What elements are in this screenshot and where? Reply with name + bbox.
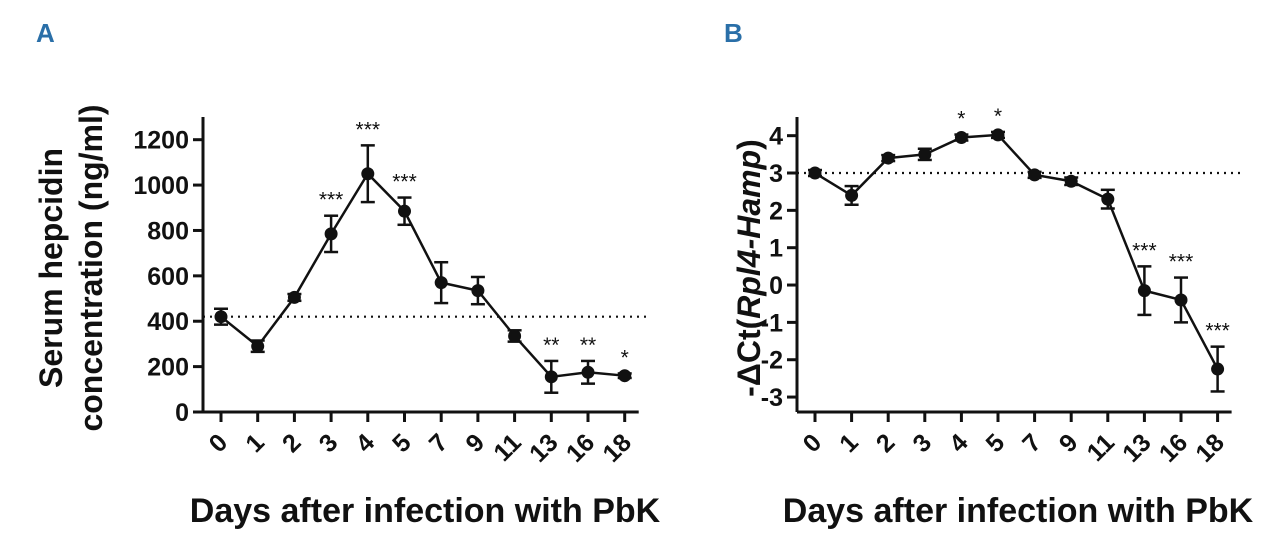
data-point-b (991, 128, 1005, 142)
x-tick-label-a: 4 (350, 428, 380, 458)
y-tick-label-b: -3 (761, 384, 783, 412)
x-tick-label-b: 9 (1054, 428, 1084, 458)
panel-label-a: A (36, 18, 55, 48)
data-point-a (214, 310, 228, 324)
data-point-a (581, 365, 595, 379)
data-point-b (1137, 284, 1151, 298)
significance-label-b: *** (1205, 320, 1230, 343)
x-tick-label-b: 1 (834, 428, 864, 458)
data-point-a (508, 329, 522, 343)
x-tick-label-b: 11 (1082, 428, 1121, 467)
significance-label-a: ** (580, 334, 596, 357)
y-tick-label-a: 1200 (133, 127, 189, 155)
x-tick-label-a: 3 (314, 428, 344, 458)
significance-label-a: *** (356, 118, 381, 141)
data-point-a (434, 276, 448, 290)
significance-label-a: *** (392, 171, 417, 194)
x-tick-label-a: 11 (488, 428, 527, 467)
data-point-a (618, 369, 632, 383)
data-point-b (808, 166, 822, 180)
data-point-b (1174, 293, 1188, 307)
significance-label-b: * (994, 105, 1002, 128)
x-tick-label-a: 13 (524, 428, 563, 467)
y-tick-label-b: 3 (769, 160, 783, 188)
x-tick-label-a: 1 (240, 428, 270, 458)
y-tick-label-a: 800 (147, 217, 189, 245)
x-tick-label-a: 9 (461, 428, 491, 458)
significance-label-a: *** (319, 189, 344, 212)
y-axis-label-a-line2: concentration (ng/ml) (73, 104, 109, 431)
data-point-b (1101, 192, 1115, 206)
data-point-a (287, 290, 301, 304)
y-tick-label-b: -2 (761, 347, 783, 375)
y-tick-label-a: 200 (147, 354, 189, 382)
significance-label-a: ** (543, 334, 559, 357)
y-tick-label-b: -1 (761, 309, 783, 337)
x-tick-label-b: 2 (871, 428, 901, 458)
data-point-b (1211, 362, 1225, 376)
panel-label-b: B (724, 18, 743, 48)
x-tick-label-b: 3 (907, 428, 937, 458)
y-tick-label-b: 4 (769, 123, 783, 151)
y-tick-label-a: 1000 (133, 172, 189, 200)
y-axis-label-a-line1: Serum hepcidin (33, 148, 69, 388)
x-tick-label-b: 5 (981, 428, 1011, 458)
data-point-b (918, 147, 932, 161)
x-tick-label-b: 16 (1154, 428, 1193, 467)
data-point-a (324, 227, 338, 241)
y-tick-label-b: 0 (769, 272, 783, 300)
x-tick-label-a: 5 (387, 428, 417, 458)
y-tick-label-b: 1 (769, 235, 783, 263)
x-tick-label-a: 16 (561, 428, 600, 467)
y-tick-label-a: 600 (147, 263, 189, 291)
significance-label-a: * (621, 346, 629, 369)
chart-panel-b: -ΔCt(Rpl4-Hamp) Days after infection wit… (731, 105, 1254, 530)
chart-panel-a: Serum hepcidin concentration (ng/ml) Day… (33, 104, 661, 530)
data-point-b (1028, 168, 1042, 182)
x-tick-label-b: 7 (1017, 428, 1047, 458)
x-axis-label-a: Days after infection with PbK (190, 492, 661, 530)
data-point-b (881, 151, 895, 165)
data-point-a (251, 339, 265, 353)
data-point-b (1064, 174, 1078, 188)
x-tick-label-a: 18 (597, 428, 637, 468)
y-axis-label-b: -ΔCt(Rpl4-Hamp) (731, 139, 767, 397)
data-point-b (954, 131, 968, 145)
x-tick-label-b: 18 (1190, 428, 1230, 468)
y-tick-label-b: 2 (769, 197, 783, 225)
data-point-a (398, 204, 411, 218)
x-tick-label-b: 0 (798, 428, 828, 458)
y-axis-label-b-prefix: -ΔCt( (731, 318, 767, 396)
x-axis-label-b: Days after infection with PbK (783, 492, 1254, 530)
data-point-b (845, 188, 859, 202)
data-point-a (471, 284, 485, 298)
series-line-b (814, 133, 1219, 370)
series-line-a (220, 171, 625, 379)
x-tick-label-b: 4 (944, 428, 974, 458)
x-tick-label-a: 7 (424, 428, 454, 458)
significance-label-b: *** (1169, 251, 1194, 274)
data-point-a (544, 370, 558, 384)
x-tick-label-a: 0 (204, 428, 234, 458)
y-tick-label-a: 400 (147, 308, 189, 336)
data-point-a (361, 167, 375, 181)
significance-label-b: *** (1132, 239, 1157, 262)
significance-label-b: * (957, 108, 965, 131)
y-axis-label-b-gene: Rpl4-Hamp (731, 150, 767, 319)
y-tick-label-a: 0 (175, 399, 189, 427)
x-tick-label-b: 13 (1117, 428, 1156, 467)
y-axis-label-b-suffix: ) (731, 139, 767, 150)
x-tick-label-a: 2 (277, 428, 307, 458)
